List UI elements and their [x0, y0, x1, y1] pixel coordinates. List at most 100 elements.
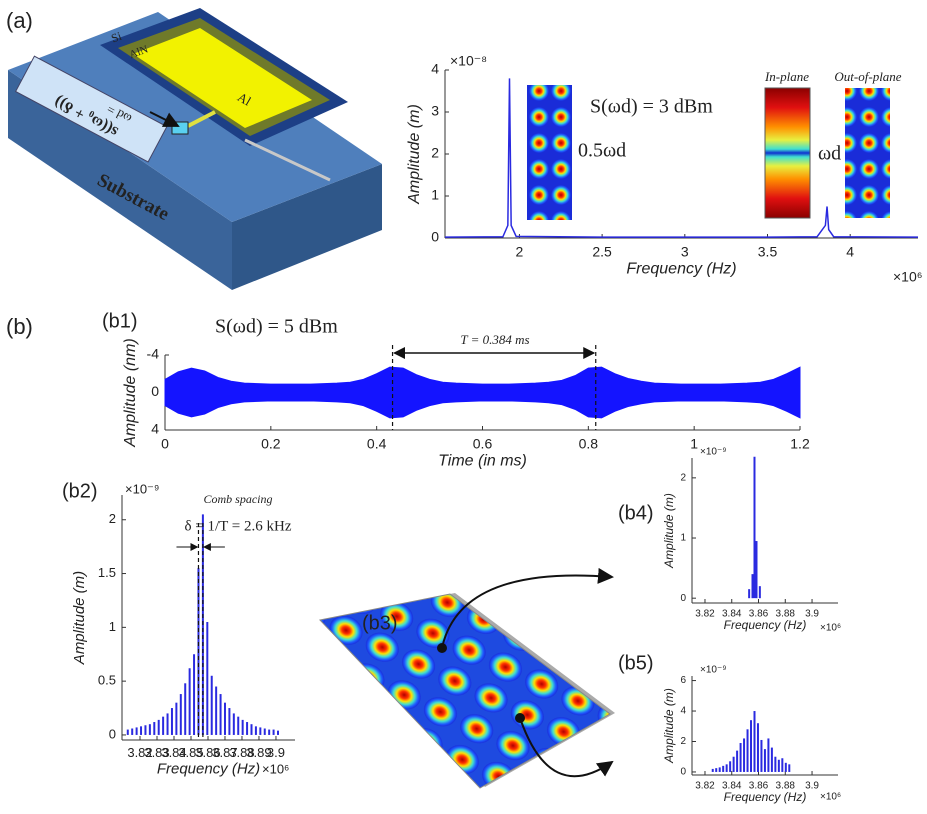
y-tick-label: 6 [680, 675, 686, 686]
x-tick-label: 3.88 [776, 781, 796, 792]
x-tick-label: 3.82 [695, 609, 715, 620]
y-tick-label: 0 [431, 229, 439, 245]
y-tick-label: 2 [680, 472, 686, 483]
x-axis-label: Frequency (Hz) [724, 618, 807, 632]
y-axis-label: Amplitude (m) [71, 571, 88, 665]
y-axis-label: Amplitude (m) [406, 104, 423, 205]
annotation: ωd [818, 143, 841, 165]
x-axis-label: Frequency (Hz) [157, 760, 260, 777]
x-tick-label: 3.5 [758, 243, 778, 259]
signal-envelope [164, 366, 801, 393]
link-arrow [441, 567, 614, 649]
x-tick-label: 2.5 [592, 243, 612, 259]
y-tick-label: 4 [151, 421, 159, 437]
substrate-front [232, 164, 382, 290]
x-tick-label: 3.86 [749, 781, 769, 792]
panel-label: (b2) [62, 480, 98, 502]
y-multiplier: ×10⁻⁸ [450, 53, 487, 69]
mode-shape-inset [845, 88, 890, 218]
x-tick-label: 3 [681, 243, 689, 259]
x-tick-label: 4 [846, 243, 854, 259]
y-tick-label: 1 [431, 187, 439, 203]
x-axis-label: Time (in ms) [438, 453, 527, 470]
y-tick-label: 2 [431, 145, 439, 161]
x-tick-label: 0.6 [473, 435, 493, 451]
x-axis-label: Frequency (Hz) [724, 790, 807, 804]
y-tick-label: 3 [431, 103, 439, 119]
y-tick-label: 1 [109, 619, 116, 634]
panel-label: (b3) [362, 612, 398, 634]
y-tick-label: 4 [680, 706, 686, 717]
y-axis-label: Amplitude (nm) [122, 338, 139, 447]
x-multiplier: ×10⁶ [893, 269, 923, 285]
x-tick-label: 3.9 [267, 745, 285, 760]
x-tick-label: 0.4 [367, 435, 387, 451]
signal-arrow [149, 111, 180, 127]
y-tick-label: -4 [147, 346, 160, 362]
x-tick-label: 3.86 [195, 745, 220, 760]
signal-envelope [164, 392, 801, 419]
x-tick-label: 3.84 [722, 609, 742, 620]
y-tick-label: 2 [680, 736, 686, 747]
y-tick-label: 4 [431, 61, 439, 77]
lead [187, 110, 216, 128]
annotation: 0.5ωd [578, 140, 626, 162]
y-axis-label: Amplitude (m) [662, 688, 676, 764]
y-tick-label: 0 [680, 593, 686, 604]
x-tick-label: 3.84 [161, 745, 186, 760]
x-tick-label: 0.8 [579, 435, 599, 451]
panel-label: (b) [6, 314, 33, 339]
panel-label: (b4) [618, 502, 654, 524]
annotation: Out-of-plane [834, 69, 901, 84]
device-schematic: ωd = s((ω₀ + δ)) Si AlN Al Substrate [8, 8, 382, 290]
mode-shape-inset [764, 87, 811, 219]
substrate-left [8, 70, 232, 290]
x-tick-label: 3.83 [144, 745, 169, 760]
signal-box-bg [14, 55, 168, 163]
x-tick-label: 3.88 [229, 745, 254, 760]
spectrum-line [444, 78, 919, 238]
y-axis-label: Amplitude (m) [662, 493, 676, 569]
y-tick-label: 0.5 [98, 673, 116, 688]
x-tick-label: 3.88 [776, 609, 796, 620]
x-tick-label: 3.85 [178, 745, 203, 760]
annotation: T = 0.384 ms [460, 332, 529, 347]
y-tick-label: 0 [680, 767, 686, 778]
x-tick-label: 2 [516, 243, 524, 259]
x-tick-label: 1.2 [790, 435, 810, 451]
link-arrow [519, 717, 614, 778]
y-tick-label: 1 [680, 533, 686, 544]
y-tick-label: 2 [109, 511, 116, 526]
x-tick-label: 3.82 [695, 781, 715, 792]
y-multiplier: ×10⁻⁹ [700, 665, 727, 676]
annotation: S(ωd) = 3 dBm [590, 96, 713, 118]
x-multiplier: ×10⁶ [820, 623, 841, 634]
plate-mode-shape [319, 593, 611, 789]
x-axis-label: Frequency (Hz) [626, 261, 736, 278]
y-multiplier: ×10⁻⁹ [125, 481, 159, 496]
trace [244, 138, 331, 182]
x-multiplier: ×10⁶ [262, 761, 289, 776]
panel-label: (a) [6, 8, 33, 33]
y-tick-label: 0 [151, 383, 159, 399]
annotation: S(ωd) = 5 dBm [215, 316, 338, 338]
y-multiplier: ×10⁻⁹ [700, 447, 727, 458]
al-electrode [133, 28, 312, 128]
x-multiplier: ×10⁶ [820, 792, 841, 803]
panel-label: (b1) [102, 310, 138, 332]
x-tick-label: 3.87 [212, 745, 237, 760]
y-tick-label: 0 [109, 726, 116, 741]
x-tick-label: 3.84 [722, 781, 742, 792]
substrate-top [8, 12, 382, 222]
x-tick-label: 3.86 [749, 609, 769, 620]
x-tick-label: 1 [690, 435, 698, 451]
x-tick-label: 3.9 [805, 781, 819, 792]
x-tick-label: 3.89 [246, 745, 271, 760]
x-tick-label: 0 [161, 435, 169, 451]
y-tick-label: 1.5 [98, 565, 116, 580]
x-tick-label: 3.9 [805, 609, 819, 620]
panel-label: (b5) [618, 652, 654, 674]
annotation: In-plane [764, 69, 809, 84]
x-tick-label: 3.82 [127, 745, 152, 760]
